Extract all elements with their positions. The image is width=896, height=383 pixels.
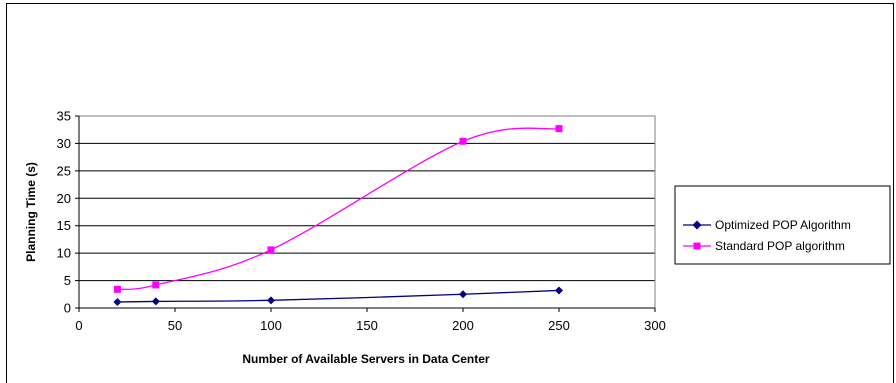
axes [78, 116, 655, 309]
x-tick-label: 200 [452, 318, 474, 333]
series-layer [113, 125, 563, 306]
y-tick-label: 15 [57, 218, 71, 233]
data-point-diamond [459, 290, 467, 299]
data-point-diamond [113, 297, 122, 306]
y-tick-label: 20 [57, 191, 71, 206]
series-line [117, 127, 560, 291]
legend-label-optimized: Optimized POP Algorithm [715, 218, 851, 232]
y-axis-title: Planning Time (s) [24, 162, 38, 262]
x-tick-label: 300 [644, 318, 666, 333]
legend-item-optimized: Optimized POP Algorithm [683, 218, 851, 232]
y-tick-label: 25 [57, 163, 71, 178]
legend: Optimized POP Algorithm Standard POP alg… [674, 185, 891, 265]
series-line [117, 289, 560, 303]
legend-marker-diamond [692, 220, 702, 230]
x-tick-label: 50 [168, 318, 182, 333]
x-tick-label: 0 [75, 318, 82, 333]
chart-frame [6, 3, 894, 383]
x-tick-label: 150 [356, 318, 378, 333]
y-tick-label: 30 [57, 136, 71, 151]
gridlines [79, 115, 655, 282]
x-axis-ticks: 0 50 100 150 200 250 300 [75, 308, 666, 333]
series-optimized [113, 286, 563, 306]
legend-item-standard: Standard POP algorithm [683, 239, 845, 253]
x-tick-label: 100 [260, 318, 282, 333]
y-tick-label: 0 [64, 301, 71, 316]
y-tick-label: 5 [64, 273, 71, 288]
y-tick-label: 10 [57, 246, 71, 261]
x-tick-label: 250 [548, 318, 570, 333]
y-tick-label: 35 [57, 109, 71, 124]
legend-marker-square [693, 242, 701, 250]
data-point-diamond [151, 297, 160, 306]
legend-label-standard: Standard POP algorithm [715, 239, 845, 253]
x-axis-title: Number of Available Servers in Data Cent… [242, 352, 490, 366]
data-point-square [555, 125, 563, 133]
y-axis-ticks: 0 5 10 15 20 25 30 35 [57, 109, 79, 316]
data-point-square [267, 246, 275, 254]
data-point-square [152, 281, 160, 289]
plot-area [78, 115, 656, 309]
data-point-diamond [555, 286, 563, 295]
data-point-square [113, 285, 121, 293]
series-standard [113, 125, 563, 293]
data-point-square [459, 137, 467, 145]
data-point-diamond [267, 296, 275, 305]
